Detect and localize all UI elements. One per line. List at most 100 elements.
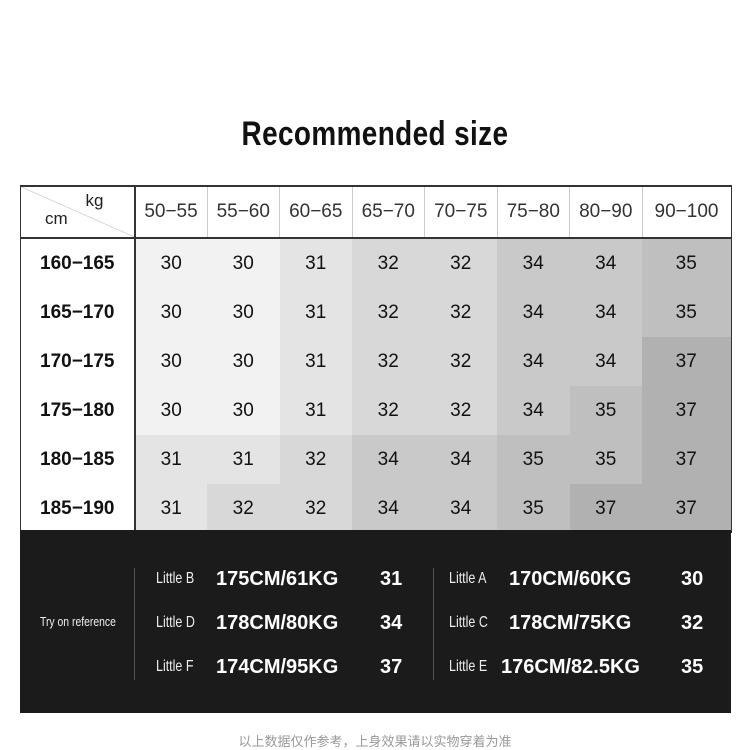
size-cell: 30 bbox=[134, 386, 207, 435]
weight-column-header: 55−60 bbox=[207, 185, 280, 239]
size-cell: 34 bbox=[424, 435, 497, 484]
height-row-header: 185−190 bbox=[20, 484, 136, 533]
person-size: 34 bbox=[380, 611, 403, 634]
size-cell: 31 bbox=[134, 484, 207, 533]
size-cell: 34 bbox=[352, 484, 425, 533]
size-cell: 32 bbox=[352, 386, 425, 435]
size-cell: 35 bbox=[569, 435, 642, 484]
weight-column-header: 90−100 bbox=[642, 185, 732, 239]
person-size: 37 bbox=[380, 655, 403, 678]
size-cell: 31 bbox=[279, 337, 352, 386]
person-height-weight: 175CM/61KG bbox=[216, 567, 339, 590]
size-cell: 34 bbox=[352, 435, 425, 484]
size-cell: 35 bbox=[642, 238, 732, 288]
size-cell: 31 bbox=[134, 435, 207, 484]
table-row: 160−165 30 30 31 32 32 34 34 35 bbox=[20, 238, 732, 288]
table-row: 185−190 31 32 32 34 34 35 37 37 bbox=[20, 484, 732, 533]
size-cell: 32 bbox=[207, 484, 280, 533]
reference-person: Little B 175CM/61KG 31 bbox=[156, 567, 402, 590]
table-row: 165−170 30 30 31 32 32 34 34 35 bbox=[20, 288, 732, 337]
height-row-header: 160−165 bbox=[20, 238, 136, 288]
person-size: 32 bbox=[681, 611, 704, 634]
corner-cell: kg cm bbox=[20, 185, 136, 239]
size-cell: 30 bbox=[207, 337, 280, 386]
size-cell: 37 bbox=[642, 386, 732, 435]
disclaimer-note: 以上数据仅作参考，上身效果请以实物穿着为准 bbox=[238, 734, 512, 749]
person-size: 35 bbox=[681, 655, 704, 678]
weight-column-header: 60−65 bbox=[279, 185, 353, 239]
size-cell: 37 bbox=[642, 337, 732, 386]
reference-person: Little E 176CM/82.5KG 35 bbox=[449, 655, 703, 678]
weight-column-header: 75−80 bbox=[497, 185, 570, 239]
person-height-weight: 176CM/82.5KG bbox=[501, 655, 640, 678]
reference-person: Little C 178CM/75KG 32 bbox=[449, 611, 703, 634]
table-row: 180−185 31 31 32 34 34 35 35 37 bbox=[20, 435, 732, 484]
size-table: kg cm 50−55 55−60 60−65 65−70 70−75 75−80 80−9… bbox=[20, 185, 732, 533]
size-cell: 34 bbox=[497, 337, 570, 386]
person-name: Little E bbox=[449, 658, 488, 675]
size-cell: 35 bbox=[497, 484, 570, 533]
size-cell: 31 bbox=[279, 386, 352, 435]
person-name: Little D bbox=[156, 614, 195, 631]
size-cell: 32 bbox=[424, 337, 497, 386]
size-cell: 30 bbox=[134, 238, 207, 288]
height-row-header: 180−185 bbox=[20, 435, 136, 484]
person-height-weight: 178CM/75KG bbox=[509, 611, 632, 634]
size-cell: 34 bbox=[569, 288, 642, 337]
person-size: 31 bbox=[380, 567, 403, 590]
weight-column-header: 65−70 bbox=[352, 185, 425, 239]
size-cell: 32 bbox=[424, 288, 497, 337]
divider bbox=[433, 568, 434, 680]
size-cell: 37 bbox=[569, 484, 642, 533]
person-height-weight: 174CM/95KG bbox=[216, 655, 339, 678]
reference-person: Little F 174CM/95KG 37 bbox=[156, 655, 402, 678]
reference-person: Little A 170CM/60KG 30 bbox=[449, 567, 703, 590]
reference-label: Try on reference bbox=[40, 614, 116, 629]
size-cell: 32 bbox=[424, 238, 497, 288]
size-cell: 34 bbox=[497, 288, 570, 337]
table-row: 170−175 30 30 31 32 32 34 34 37 bbox=[20, 337, 732, 386]
person-height-weight: 178CM/80KG bbox=[216, 611, 339, 634]
size-cell: 31 bbox=[279, 238, 352, 288]
person-name: Little F bbox=[156, 658, 194, 675]
height-unit: cm bbox=[45, 209, 68, 228]
person-size: 30 bbox=[681, 567, 704, 590]
size-cell: 34 bbox=[569, 337, 642, 386]
size-cell: 32 bbox=[352, 238, 425, 288]
size-cell: 32 bbox=[279, 435, 352, 484]
size-cell: 37 bbox=[642, 484, 732, 533]
person-height-weight: 170CM/60KG bbox=[509, 567, 632, 590]
try-on-reference-panel: Try on reference Little B 175CM/61KG 31 Lit… bbox=[20, 530, 731, 713]
size-cell: 32 bbox=[279, 484, 352, 533]
size-cell: 30 bbox=[134, 288, 207, 337]
table-row: 175−180 30 30 31 32 32 34 35 37 bbox=[20, 386, 732, 435]
height-row-header: 175−180 bbox=[20, 386, 136, 435]
weight-column-header: 70−75 bbox=[424, 185, 498, 239]
size-cell: 35 bbox=[497, 435, 570, 484]
size-cell: 35 bbox=[569, 386, 642, 435]
size-cell: 35 bbox=[642, 288, 732, 337]
divider bbox=[134, 568, 135, 680]
header-row: kg cm 50−55 55−60 60−65 65−70 70−75 75−80 80−9… bbox=[20, 185, 732, 239]
size-cell: 34 bbox=[497, 386, 570, 435]
size-cell: 30 bbox=[207, 288, 280, 337]
size-cell: 32 bbox=[352, 337, 425, 386]
reference-person: Little D 178CM/80KG 34 bbox=[156, 611, 402, 634]
size-cell: 34 bbox=[569, 238, 642, 288]
weight-unit: kg bbox=[85, 191, 104, 210]
person-name: Little B bbox=[156, 570, 195, 587]
page-title: Recommended size bbox=[241, 115, 509, 153]
weight-column-header: 80−90 bbox=[569, 185, 643, 239]
weight-column-header: 50−55 bbox=[134, 185, 208, 239]
size-cell: 30 bbox=[134, 337, 207, 386]
person-name: Little A bbox=[449, 570, 487, 587]
size-cell: 31 bbox=[279, 288, 352, 337]
height-row-header: 170−175 bbox=[20, 337, 136, 386]
person-name: Little C bbox=[449, 614, 488, 631]
size-cell: 31 bbox=[207, 435, 280, 484]
size-cell: 32 bbox=[424, 386, 497, 435]
height-row-header: 165−170 bbox=[20, 288, 136, 337]
size-cell: 32 bbox=[352, 288, 425, 337]
size-cell: 30 bbox=[207, 386, 280, 435]
size-cell: 34 bbox=[497, 238, 570, 288]
